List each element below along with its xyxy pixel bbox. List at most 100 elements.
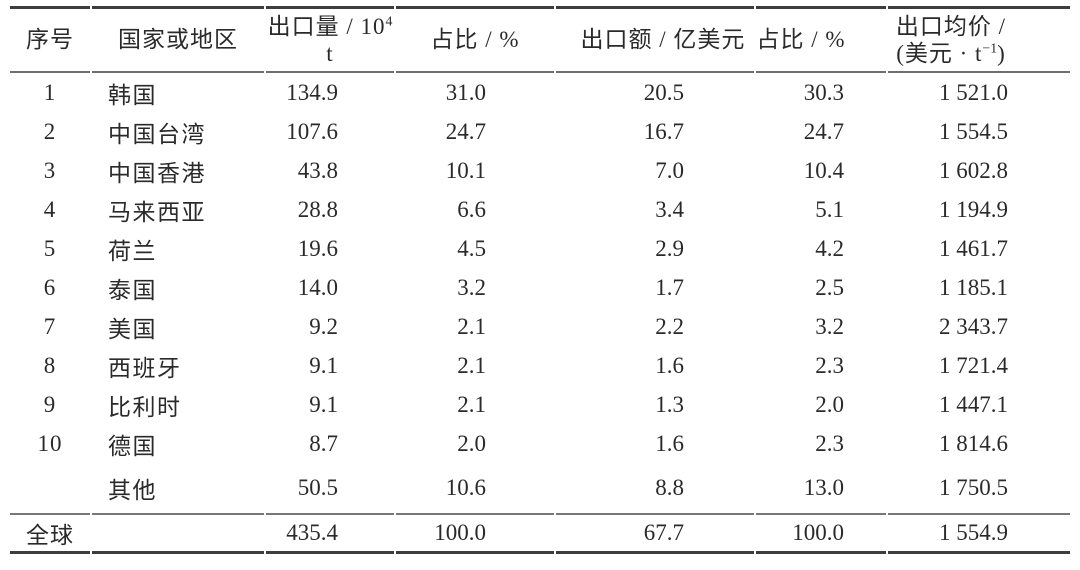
cell-val_pct: 5.1: [815, 196, 844, 222]
cell-val: 1.6: [655, 430, 684, 456]
volume-unit-superscript: 4: [385, 13, 393, 29]
cell-price: 1 447.1: [939, 391, 1008, 417]
col-header-index: 序号: [10, 6, 90, 73]
header-row: 序号 国家或地区 出口量 / 104 t 占比 / % 出口额 / 亿美元 占比…: [10, 6, 1070, 73]
cell-region: 荷兰: [108, 238, 157, 264]
cell-val: 7.0: [655, 157, 684, 183]
cell-val: 3.4: [655, 196, 684, 222]
cell-vol: 50.5: [297, 475, 338, 500]
cell-val: 67.7: [556, 513, 754, 554]
cell-no: [10, 463, 90, 513]
cell-price: 1 554.9: [888, 513, 1070, 554]
average-price-line2: (美元 · t−1): [888, 40, 1014, 67]
cell-vol: 8.7: [309, 430, 338, 456]
cell-no: 2: [43, 118, 57, 144]
cell-price: 1 814.6: [939, 430, 1008, 456]
cell-price: 1 554.5: [939, 118, 1008, 144]
cell-val: 16.7: [643, 118, 684, 144]
cell-val_pct: 2.5: [815, 274, 844, 300]
export-volume-label: 出口量 / 10: [267, 13, 386, 39]
cell-vol_pct: 6.6: [457, 196, 486, 222]
cell-region: 中国台湾: [108, 121, 206, 147]
cell-val: 20.5: [643, 79, 684, 105]
cell-val: 2.2: [655, 313, 684, 339]
cell-val_pct: 2.3: [815, 430, 844, 456]
cell-vol_pct: 24.7: [445, 118, 486, 144]
cell-no: 4: [43, 196, 57, 222]
price-unit-close: ): [997, 41, 1006, 66]
cell-price: 1 461.7: [939, 235, 1008, 261]
cell-vol_pct: 3.2: [457, 274, 486, 300]
cell-val_pct: 4.2: [815, 235, 844, 261]
cell-vol: 9.2: [309, 313, 338, 339]
cell-val: 8.8: [655, 475, 684, 500]
table-body: 1 韩国 134.9 31.0 20.5 30.3 1 521.0 2 中国台湾 107.6 24.…: [10, 73, 1070, 513]
cell-val_pct: 24.7: [803, 118, 844, 144]
cell-vol_pct: 2.1: [457, 391, 486, 417]
cell-vol_pct: 100.0: [396, 513, 554, 554]
table-row: 1 韩国 134.9 31.0 20.5 30.3 1 521.0: [10, 73, 1070, 112]
cell-vol: 14.0: [297, 274, 338, 300]
cell-vol: 43.8: [297, 157, 338, 183]
cell-val_pct: 3.2: [815, 313, 844, 339]
cell-no: 3: [43, 157, 57, 183]
col-header-volume-share: 占比 / %: [396, 6, 554, 73]
cell-region: 比利时: [108, 394, 182, 420]
price-unit-open: (美元 · t: [896, 41, 983, 66]
table-total: 全球 435.4 100.0 67.7 100.0 1 554.9: [10, 513, 1070, 554]
cell-vol_pct: 10.6: [445, 475, 486, 500]
cell-vol_pct: 2.1: [457, 313, 486, 339]
cell-region: 中国香港: [108, 160, 206, 186]
cell-vol: 435.4: [266, 513, 394, 554]
cell-region: [92, 513, 264, 554]
cell-val_pct: 13.0: [803, 475, 844, 500]
cell-vol: 134.9: [286, 79, 338, 105]
cell-price: 1 194.9: [939, 196, 1008, 222]
cell-region: 德国: [108, 433, 157, 459]
cell-no: 10: [37, 430, 63, 456]
table-header: 序号 国家或地区 出口量 / 104 t 占比 / % 出口额 / 亿美元 占比…: [10, 6, 1070, 73]
col-header-average-price: 出口均价 / (美元 · t−1): [888, 6, 1070, 73]
cell-no: 8: [43, 352, 57, 378]
cell-val_pct: 30.3: [803, 79, 844, 105]
table-row: 5 荷兰 19.6 4.5 2.9 4.2 1 461.7: [10, 229, 1070, 268]
cell-region: 其他: [108, 478, 157, 503]
cell-price: 1 602.8: [939, 157, 1008, 183]
cell-val: 1.6: [655, 352, 684, 378]
cell-val: 1.7: [655, 274, 684, 300]
table-row: 3 中国香港 43.8 10.1 7.0 10.4 1 602.8: [10, 151, 1070, 190]
col-header-export-volume: 出口量 / 104 t: [266, 6, 394, 73]
cell-vol: 107.6: [286, 118, 338, 144]
table-row: 8 西班牙 9.1 2.1 1.6 2.3 1 721.4: [10, 346, 1070, 385]
table-row: 9 比利时 9.1 2.1 1.3 2.0 1 447.1: [10, 385, 1070, 424]
cell-vol: 28.8: [297, 196, 338, 222]
table-row: 其他 50.5 10.6 8.8 13.0 1 750.5: [10, 463, 1070, 513]
cell-no: 5: [43, 235, 57, 261]
cell-no: 6: [43, 274, 57, 300]
cell-region: 西班牙: [108, 355, 182, 381]
cell-vol_pct: 10.1: [445, 157, 486, 183]
cell-val_pct: 10.4: [803, 157, 844, 183]
cell-price: 1 721.4: [939, 352, 1008, 378]
table-row: 10 德国 8.7 2.0 1.6 2.3 1 814.6: [10, 424, 1070, 463]
table-total-row: 全球 435.4 100.0 67.7 100.0 1 554.9: [10, 513, 1070, 554]
cell-vol_pct: 31.0: [445, 79, 486, 105]
table-row: 7 美国 9.2 2.1 2.2 3.2 2 343.7: [10, 307, 1070, 346]
price-unit-superscript: −1: [982, 40, 998, 56]
cell-region: 美国: [108, 316, 157, 342]
cell-region: 韩国: [108, 82, 157, 108]
cell-region: 马来西亚: [108, 199, 206, 225]
cell-no: 9: [43, 391, 57, 417]
cell-no: 1: [43, 79, 57, 105]
cell-val: 2.9: [655, 235, 684, 261]
cell-vol: 9.1: [309, 391, 338, 417]
cell-val_pct: 2.3: [815, 352, 844, 378]
table-row: 6 泰国 14.0 3.2 1.7 2.5 1 185.1: [10, 268, 1070, 307]
average-price-line1: 出口均价 /: [895, 13, 1007, 39]
cell-price: 1 185.1: [939, 274, 1008, 300]
table-row: 4 马来西亚 28.8 6.6 3.4 5.1 1 194.9: [10, 190, 1070, 229]
cell-vol_pct: 2.0: [457, 430, 486, 456]
cell-val_pct: 2.0: [815, 391, 844, 417]
cell-no: 全球: [10, 513, 90, 554]
export-table: 序号 国家或地区 出口量 / 104 t 占比 / % 出口额 / 亿美元 占比…: [8, 6, 1072, 554]
